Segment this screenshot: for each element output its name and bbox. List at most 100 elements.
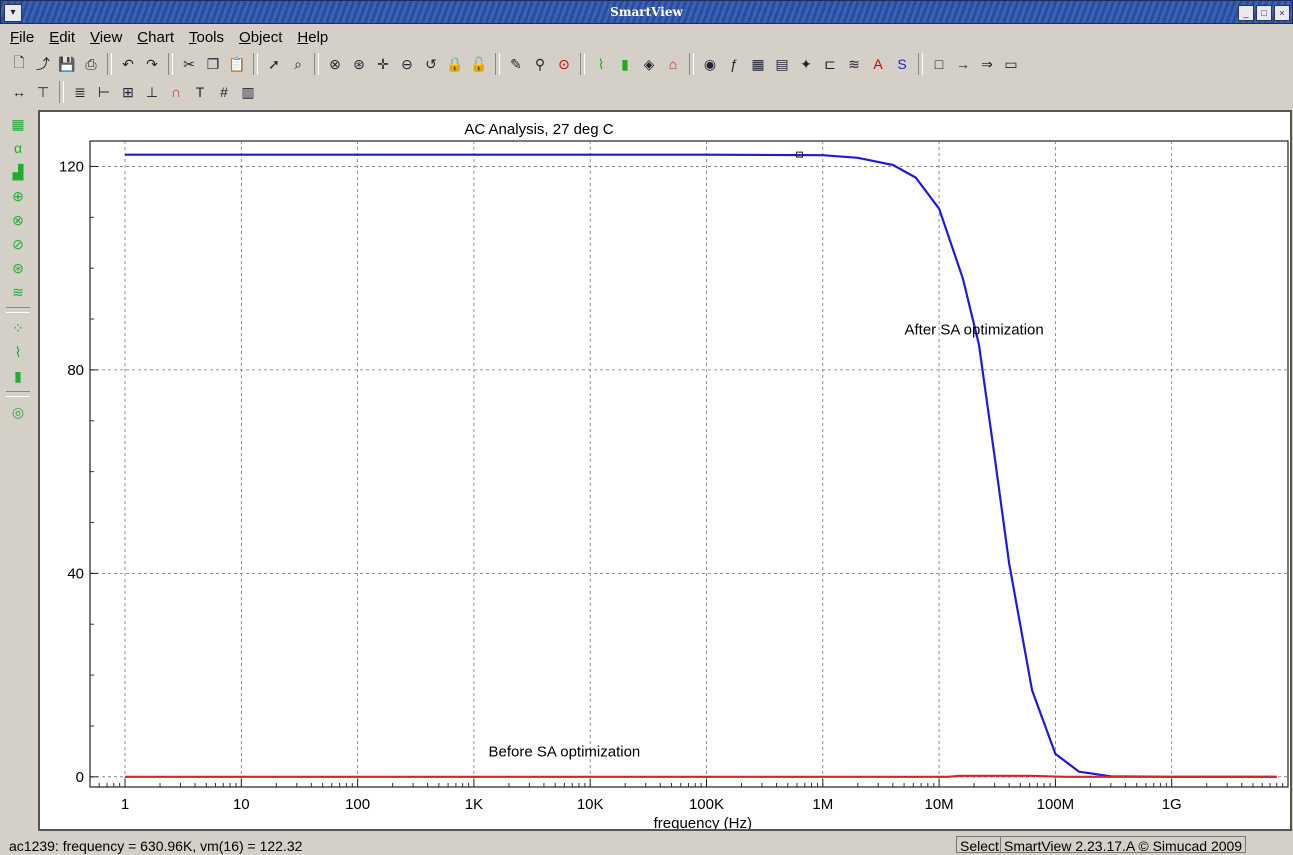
menu-mnemonic: V	[90, 29, 100, 46]
paste-icon[interactable]: 📋	[228, 55, 246, 72]
minimize-icon[interactable]: _	[1238, 5, 1254, 21]
surface-icon[interactable]: ⌂	[668, 56, 678, 72]
lock-y-icon[interactable]: 🔓	[470, 55, 488, 72]
menu-tools[interactable]: Tools	[189, 29, 224, 46]
eye-icon[interactable]: ◉	[703, 55, 717, 72]
smith-tool-icon[interactable]: ⊗	[12, 211, 24, 228]
color-icon[interactable]: ✦	[800, 55, 812, 72]
zoom-y-icon[interactable]: ⊛	[353, 55, 365, 72]
lock-x-icon[interactable]: 🔒	[446, 55, 464, 72]
bar-tool-icon[interactable]: ▮	[14, 367, 22, 384]
arrow-icon[interactable]: →	[956, 56, 970, 72]
y-tick-label: 80	[67, 362, 84, 379]
menu-file[interactable]: File	[10, 29, 34, 46]
calc-icon[interactable]: ▦	[751, 55, 765, 72]
bar-icon[interactable]: ▮	[621, 55, 629, 72]
menu-mnemonic: E	[49, 29, 60, 46]
cut-icon[interactable]: ✂	[183, 55, 195, 72]
line-chart-icon[interactable]: ⌇	[597, 55, 605, 72]
zoom-out-icon[interactable]: ⊖	[401, 55, 413, 72]
system-menu-icon[interactable]: ▾	[4, 4, 22, 22]
axis-xy-icon[interactable]: ⊞	[122, 83, 134, 100]
menu-label-rest: dit	[59, 29, 76, 46]
axis-x-icon[interactable]: ⊢	[97, 83, 111, 100]
help-icon[interactable]: ⊙	[558, 55, 570, 72]
menu-mnemonic: O	[239, 29, 251, 46]
text-ad-icon[interactable]: A	[873, 56, 883, 72]
pointer-icon[interactable]: ➚	[268, 55, 280, 72]
menu-mnemonic: T	[189, 29, 197, 46]
waveform-icon[interactable]: ≋	[848, 55, 860, 72]
table-icon[interactable]: ▤	[775, 55, 789, 72]
zoom-box-icon[interactable]: ⌕	[294, 55, 302, 72]
axis-y-icon[interactable]: ⊥	[145, 83, 159, 100]
copy-icon[interactable]: ❐	[206, 55, 220, 72]
cursor-marker	[796, 151, 804, 158]
redo-icon[interactable]: ↷	[146, 55, 158, 72]
close-icon[interactable]: ×	[1274, 5, 1290, 21]
x-tick-label: 10	[233, 796, 250, 813]
x-tick-label: 10M	[925, 796, 954, 813]
save-icon[interactable]: 💾	[58, 55, 76, 72]
toolbar-separator	[253, 53, 258, 75]
maximize-icon[interactable]: □	[1256, 5, 1272, 21]
scatter-tool-icon[interactable]: ⁘	[12, 319, 24, 336]
ic-icon[interactable]: ⊏	[824, 55, 836, 72]
series-line-before-sa	[125, 774, 1277, 778]
new-icon[interactable]: 🗋	[13, 54, 25, 70]
zoom-x-icon[interactable]: ⊗	[329, 55, 341, 72]
pan-icon[interactable]: ✛	[377, 55, 389, 72]
grid-tool-icon[interactable]: ▦	[11, 115, 25, 132]
s-s-icon[interactable]: S	[897, 56, 907, 72]
menu-mnemonic: F	[10, 29, 20, 46]
status-bar: ac1239: frequency = 630.96K, vm(16) = 12…	[0, 836, 1293, 855]
smith3-tool-icon[interactable]: ⊛	[12, 259, 24, 276]
label-icon[interactable]: ▭	[1004, 55, 1018, 72]
table-grid-icon[interactable]: ▥	[241, 83, 255, 100]
zoom-reset-icon[interactable]: ↺	[425, 55, 437, 72]
alpha-tool-icon[interactable]: α	[13, 140, 23, 156]
toolbar-separator	[314, 53, 319, 75]
annotation-before-sa: Before SA optimization	[489, 743, 641, 760]
marker-icon[interactable]: ◈	[643, 55, 655, 72]
line-tool-icon[interactable]: ⌇	[14, 343, 22, 360]
menu-object[interactable]: Object	[239, 29, 282, 46]
y-tick-label: 0	[76, 769, 84, 786]
toolbar-separator	[168, 53, 173, 75]
chart-svg[interactable]: 1 10 100 1K 10K 100K 1M 10M 100M 1G 0 40 80 120 AC Ana…	[40, 112, 1290, 832]
menu-chart[interactable]: Chart	[137, 29, 174, 46]
menu-label-rest: ile	[19, 29, 35, 46]
menu-label-rest: ools	[196, 29, 225, 46]
chart-window: 1 10 100 1K 10K 100K 1M 10M 100M 1G 0 40 80 120 AC Ana…	[38, 110, 1292, 832]
smith2-tool-icon[interactable]: ⊘	[12, 235, 24, 252]
annotation-after-sa: After SA optimization	[904, 321, 1043, 338]
ruler-icon[interactable]: ↔	[12, 84, 26, 100]
polar-tool-icon[interactable]: ⊕	[12, 187, 24, 204]
chart-title: AC Analysis, 27 deg C	[464, 121, 613, 138]
marker-t-icon[interactable]: ⊤	[36, 83, 50, 100]
x-tick-label: 100M	[1037, 796, 1075, 813]
histogram-tool-icon[interactable]: ▟	[12, 163, 24, 180]
undo-icon[interactable]: ↶	[122, 55, 134, 72]
secondary-toolbar: ↔ ⊤ ≣ ⊢ ⊞ ⊥ ∩ T # ▥	[8, 79, 259, 105]
menu-view[interactable]: View	[90, 29, 122, 46]
menu-edit[interactable]: Edit	[49, 29, 75, 46]
toolbar-separator	[495, 53, 500, 75]
waveform-tool-icon[interactable]: ≋	[12, 283, 24, 300]
grid-icon[interactable]: #	[220, 84, 228, 100]
arrow2-icon[interactable]: ⇒	[981, 55, 993, 72]
fft-icon[interactable]: ƒ	[730, 56, 738, 72]
rect-icon[interactable]: □	[934, 56, 944, 72]
edit-icon[interactable]: ✎	[510, 55, 522, 72]
menu-help[interactable]: Help	[297, 29, 328, 46]
x-tick-label: 1K	[465, 796, 483, 813]
open-icon[interactable]: ⤴	[36, 56, 50, 72]
curve-icon[interactable]: ∩	[170, 84, 182, 100]
print-icon[interactable]: ⎙	[85, 55, 97, 72]
menu-label-rest: hart	[148, 29, 174, 46]
contour-tool-icon[interactable]: ◎	[11, 403, 25, 420]
legend-icon[interactable]: ≣	[74, 83, 86, 100]
text-icon[interactable]: T	[195, 84, 205, 100]
y-tick-label: 40	[67, 565, 84, 582]
measure-icon[interactable]: ⚲	[534, 55, 546, 72]
